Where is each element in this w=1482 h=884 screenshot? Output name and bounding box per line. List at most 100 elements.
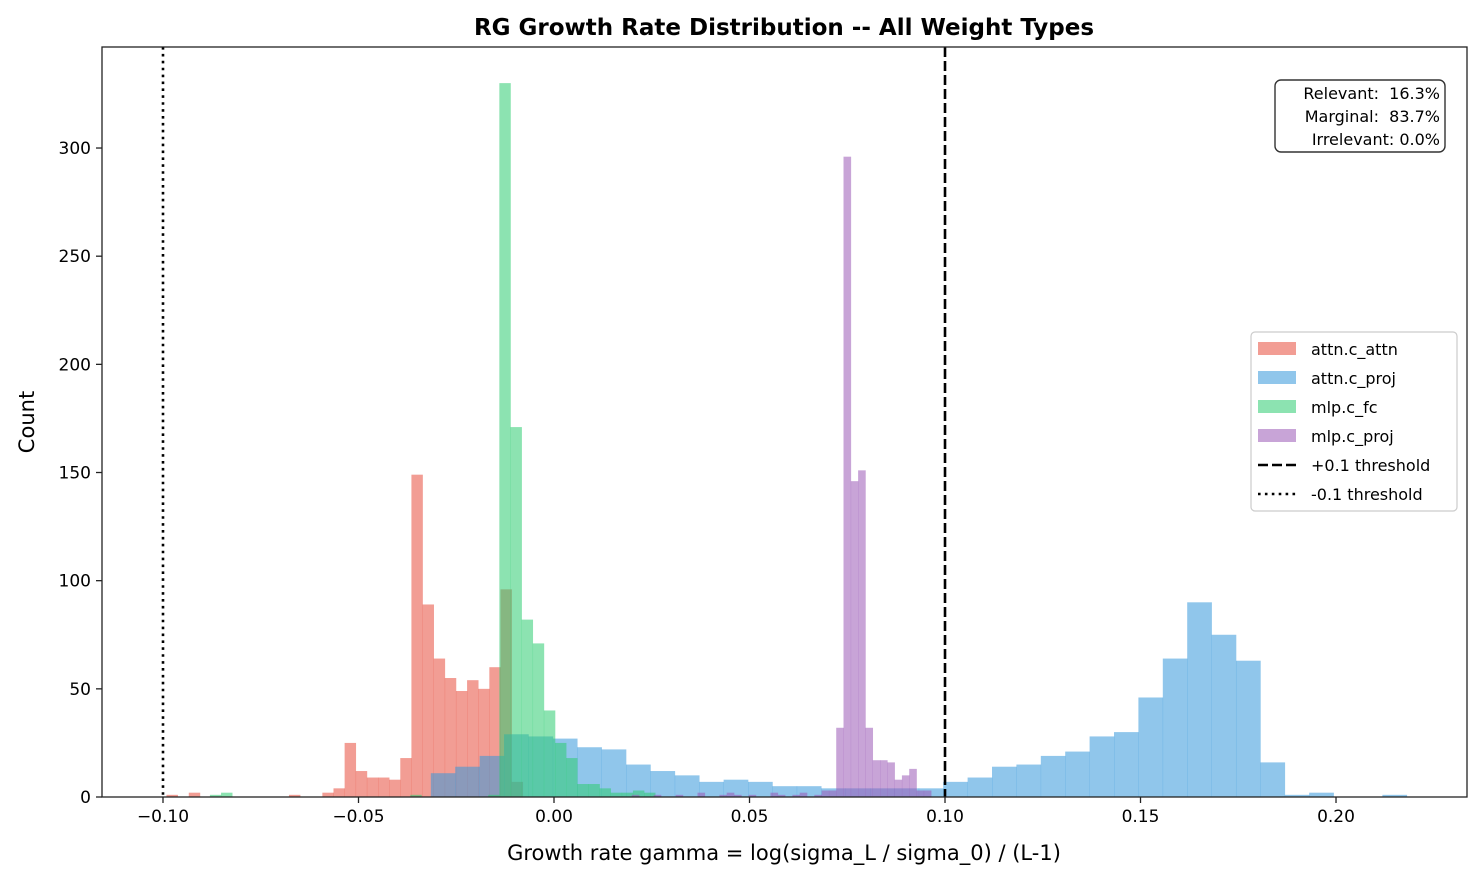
histogram-bar-attn-c-attn xyxy=(166,794,178,797)
annotation-marginal: Marginal: 83.7% xyxy=(1305,107,1440,126)
chart-title: RG Growth Rate Distribution -- All Weigh… xyxy=(474,15,1094,41)
histogram-bar-attn-c-proj xyxy=(1235,660,1261,797)
histogram-bar-mlp-c-proj xyxy=(887,762,895,797)
histogram-bar-mlp-c-proj xyxy=(792,794,801,797)
histogram-bar-attn-c-attn xyxy=(467,680,479,797)
histogram-bar-mlp-c-fc xyxy=(510,427,522,797)
x-tick-label: 0.00 xyxy=(535,807,573,827)
histogram-bar-mlp-c-proj xyxy=(770,792,779,797)
histogram-bar-attn-c-proj xyxy=(455,766,480,797)
histogram-bar-mlp-c-proj xyxy=(777,794,786,797)
histogram-bar-attn-c-attn xyxy=(355,771,368,797)
histogram-bar-mlp-c-fc xyxy=(543,710,556,797)
histogram-bar-mlp-c-fc xyxy=(209,794,222,797)
histogram-bar-attn-c-proj xyxy=(1211,634,1237,797)
legend: attn.c_attn attn.c_proj mlp.c_fc mlp.c_proj… xyxy=(1250,331,1458,512)
histogram-bar-attn-c-proj xyxy=(1040,755,1066,797)
histogram-bar-attn-c-proj xyxy=(1089,736,1115,797)
histogram-bar-mlp-c-fc xyxy=(577,784,589,797)
histogram-bar-attn-c-proj xyxy=(1382,794,1408,797)
histogram-bar-attn-c-proj xyxy=(1162,658,1188,797)
legend-label: -0.1 threshold xyxy=(1311,485,1423,504)
histogram-bar-attn-c-attn xyxy=(489,667,501,797)
histogram-bar-attn-c-proj xyxy=(699,781,724,797)
legend-swatch xyxy=(1258,371,1296,384)
histogram-bar-mlp-c-proj xyxy=(697,792,706,797)
x-tick-label: 0.05 xyxy=(731,807,769,827)
histogram-bar-mlp-c-proj xyxy=(814,794,822,797)
x-tick-label: 0.15 xyxy=(1122,807,1160,827)
histogram-bar-attn-c-proj xyxy=(1016,764,1042,797)
histogram-bar-attn-c-proj xyxy=(1114,732,1139,797)
x-tick-label: −0.10 xyxy=(137,807,189,827)
histogram-bar-attn-c-proj xyxy=(1309,792,1334,797)
histogram-bar-mlp-c-proj xyxy=(719,794,728,797)
histogram-bar-attn-c-proj xyxy=(992,766,1017,797)
y-tick-label: 250 xyxy=(59,247,91,267)
y-tick-label: 150 xyxy=(59,464,91,484)
histogram-bar-mlp-c-proj xyxy=(828,790,837,797)
histogram-bar-mlp-c-fc xyxy=(621,792,634,797)
y-tick-label: 0 xyxy=(80,788,91,808)
histogram-bar-mlp-c-proj xyxy=(872,760,881,797)
histogram-bar-mlp-c-proj xyxy=(653,794,662,797)
histogram-bar-attn-c-proj xyxy=(723,779,749,797)
x-axis-label: Growth rate gamma = log(sigma_L / sigma_… xyxy=(507,841,1061,866)
x-axis-ticks: −0.10 −0.05 0.00 0.05 0.10 0.15 0.20 xyxy=(137,797,1355,827)
histogram-bar-attn-c-proj xyxy=(650,771,676,797)
histogram-bar-attn-c-attn xyxy=(411,474,423,797)
annotation-relevant: Relevant: 16.3% xyxy=(1303,84,1440,103)
histogram-bar-attn-c-proj xyxy=(967,777,993,797)
y-tick-label: 200 xyxy=(59,355,91,375)
histogram-bar-attn-c-attn xyxy=(378,777,390,797)
histogram-bar-mlp-c-proj xyxy=(865,727,874,797)
histogram-bar-attn-c-proj xyxy=(674,775,700,797)
histogram-bar-mlp-c-fc xyxy=(599,788,611,797)
histogram-bar-mlp-c-fc xyxy=(221,792,233,797)
histogram-bar-mlp-c-proj xyxy=(675,794,684,797)
histogram-bar-attn-c-attn xyxy=(333,788,345,797)
histogram-bar-mlp-c-proj xyxy=(821,790,830,797)
y-tick-label: 50 xyxy=(69,680,91,700)
x-tick-label: 0.20 xyxy=(1317,807,1355,827)
histogram-bar-mlp-c-fc xyxy=(566,758,578,797)
histogram-bar-attn-c-attn xyxy=(188,792,201,797)
plot-frame xyxy=(101,46,1468,798)
histogram-bar-mlp-c-proj xyxy=(923,790,932,797)
histogram-bar-attn-c-proj xyxy=(943,781,968,797)
histogram-bar-attn-c-attn xyxy=(366,777,379,797)
histogram-bar-mlp-c-proj xyxy=(843,156,852,798)
histogram-bar-attn-c-proj xyxy=(1065,751,1090,797)
histogram-bar-attn-c-attn xyxy=(478,688,490,797)
legend-label: attn.c_proj xyxy=(1311,369,1396,389)
histogram-bar-mlp-c-proj xyxy=(916,790,925,797)
histogram-bar-mlp-c-fc xyxy=(410,794,422,797)
histogram-bar-mlp-c-proj xyxy=(901,775,910,797)
histogram-bar-mlp-c-proj xyxy=(734,794,742,797)
legend-label: +0.1 threshold xyxy=(1311,456,1430,475)
legend-label: attn.c_attn xyxy=(1311,340,1398,360)
threshold-lines xyxy=(161,47,947,797)
x-tick-label: 0.10 xyxy=(926,807,964,827)
legend-swatch xyxy=(1258,429,1296,442)
histogram-bar-mlp-c-fc xyxy=(632,790,645,797)
histogram-bar-mlp-c-proj xyxy=(850,481,859,797)
histogram-bar-attn-c-proj xyxy=(796,786,822,797)
histogram-bar-mlp-c-proj xyxy=(880,760,888,797)
histogram-bar-mlp-c-proj xyxy=(631,794,640,797)
histogram-bar-mlp-c-fc xyxy=(610,792,623,797)
y-axis-label: Count xyxy=(15,391,39,453)
histogram-bar-attn-c-attn xyxy=(400,758,412,797)
histogram-bar-mlp-c-proj xyxy=(909,768,917,797)
histogram-bar-attn-c-proj xyxy=(772,786,798,797)
histogram-bar-attn-c-attn xyxy=(433,658,446,797)
histogram-bar-attn-c-attn xyxy=(422,604,434,797)
y-tick-label: 100 xyxy=(59,572,91,592)
legend-label: mlp.c_proj xyxy=(1311,427,1394,447)
histogram-bar-attn-c-attn xyxy=(288,794,301,797)
annotation-irrelevant: Irrelevant: 0.0% xyxy=(1312,130,1440,149)
annotation-box: Relevant: 16.3% Marginal: 83.7% Irreleva… xyxy=(1274,79,1446,153)
histogram-bar-attn-c-proj xyxy=(1187,602,1212,797)
histogram-bar-attn-c-proj xyxy=(430,773,456,797)
